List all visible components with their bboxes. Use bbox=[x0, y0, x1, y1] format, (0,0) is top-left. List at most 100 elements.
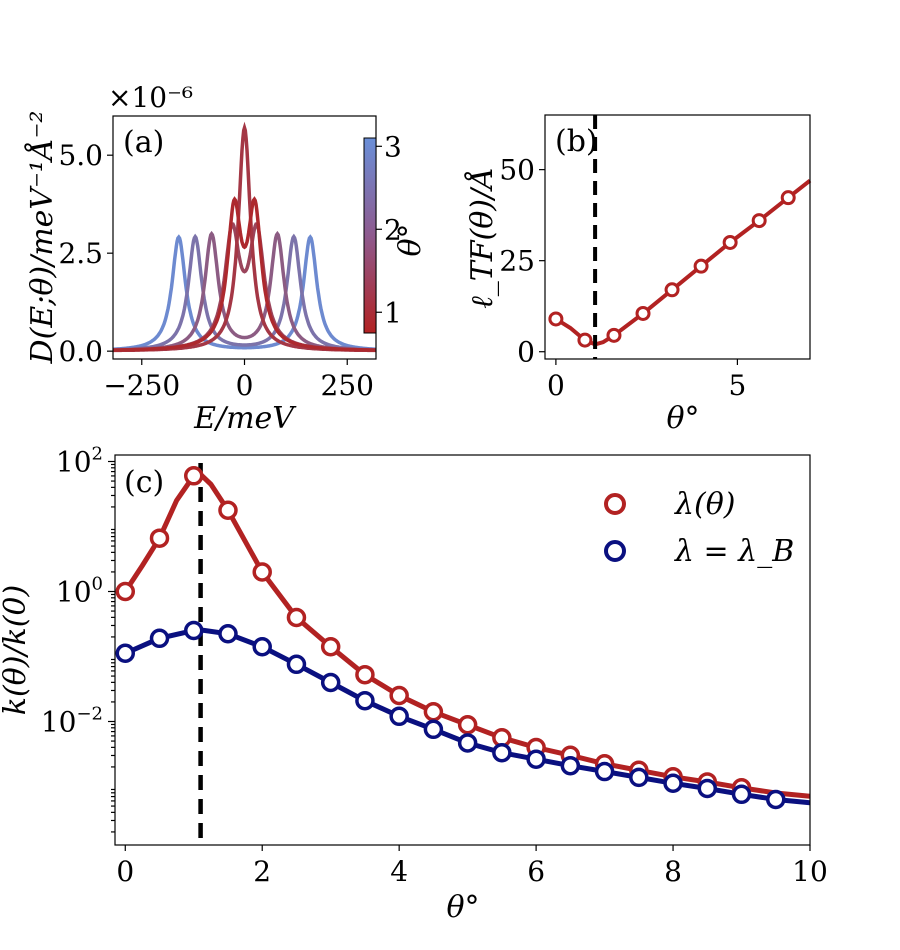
panel-b-plot bbox=[548, 115, 812, 359]
dos-curve-2 bbox=[113, 230, 376, 352]
rate-marker-0 bbox=[183, 466, 204, 486]
rate-marker-1 bbox=[252, 637, 272, 657]
panel-c-ticks: 0 2 4 6 8 10 102 100 10−2 bbox=[41, 444, 828, 889]
panel-c-plot bbox=[115, 463, 810, 845]
panel-c-ytick-label: 102 bbox=[56, 444, 103, 479]
rate-marker-1 bbox=[697, 778, 718, 799]
panel-b-ylabel: ℓ_TF(θ)/Å bbox=[464, 167, 500, 309]
rate-marker-0 bbox=[320, 637, 341, 657]
tf-length-marker bbox=[780, 190, 796, 206]
tf-length-marker bbox=[635, 305, 651, 321]
panel-b-xlabel: θ° bbox=[666, 401, 699, 436]
panel-c-xtick-label: 2 bbox=[253, 855, 271, 888]
panel-b-ytick-label: 50 bbox=[499, 154, 535, 187]
rate-marker-1 bbox=[492, 742, 512, 763]
tf-length-marker bbox=[577, 332, 593, 348]
legend-label-lambda-b: λ = λ_B bbox=[674, 534, 794, 569]
rate-line-1 bbox=[124, 627, 810, 806]
rate-marker-1 bbox=[286, 654, 307, 675]
rate-marker-1 bbox=[594, 761, 615, 782]
rate-marker-1 bbox=[389, 706, 409, 727]
rate-marker-1 bbox=[629, 767, 649, 788]
panel-c-ytick-label: 10−2 bbox=[41, 704, 103, 739]
panel-b-ytick-label: 0 bbox=[517, 336, 535, 369]
panel-c-xtick-label: 0 bbox=[116, 855, 134, 888]
legend-marker-lambda-theta bbox=[604, 493, 626, 515]
panel-a-ytick-label: 0.0 bbox=[58, 335, 103, 368]
panel-c-xtick-label: 8 bbox=[664, 855, 682, 888]
colorbar-tick-label: 3 bbox=[384, 130, 402, 163]
dos-curve-0 bbox=[113, 234, 376, 351]
dos-curve-1 bbox=[113, 233, 376, 352]
panel-c-xtick-label: 4 bbox=[390, 855, 408, 888]
tf-length-marker bbox=[548, 311, 564, 327]
panel-b-frame bbox=[544, 114, 811, 360]
colorbar-label: θ° bbox=[393, 223, 428, 256]
panel-c: 0 2 4 6 8 10 102 100 10−2 (c) θ° k(θ)/k(0) λ(θ) … bbox=[0, 444, 828, 926]
panel-b-xtick-label: 0 bbox=[547, 369, 565, 402]
dos-curve-5 bbox=[113, 196, 376, 352]
colorbar-tick-label: 1 bbox=[384, 296, 402, 329]
panel-c-ytick-label: 100 bbox=[56, 574, 103, 609]
dos-curve-4 bbox=[113, 121, 376, 353]
rate-marker-0 bbox=[457, 715, 478, 735]
panel-a-ytick-label: 2.5 bbox=[58, 237, 103, 270]
rate-marker-1 bbox=[355, 690, 375, 711]
rate-marker-0 bbox=[115, 581, 136, 602]
panel-c-label: (c) bbox=[124, 465, 164, 500]
panel-a-ylabel: D(E;θ)/meV⁻¹Å⁻² bbox=[24, 111, 60, 365]
rate-marker-0 bbox=[355, 664, 375, 685]
rate-marker-1 bbox=[526, 749, 546, 769]
dos-curve-3 bbox=[113, 222, 376, 352]
legend-label-lambda-theta: λ(θ) bbox=[674, 487, 735, 522]
tf-length-marker bbox=[664, 282, 680, 298]
rate-marker-1 bbox=[663, 773, 683, 793]
tf-length-marker bbox=[751, 213, 767, 229]
rate-marker-0 bbox=[423, 702, 444, 722]
panel-a-xtick-label: 0 bbox=[236, 369, 254, 402]
panel-b-label: (b) bbox=[555, 124, 598, 159]
tf-length-marker bbox=[693, 258, 709, 274]
rate-marker-1 bbox=[149, 628, 170, 649]
rate-marker-1 bbox=[731, 784, 752, 805]
rate-marker-1 bbox=[115, 643, 136, 663]
colorbar-ticks: 1 2 3 bbox=[376, 130, 402, 329]
rate-marker-1 bbox=[457, 733, 478, 753]
legend: λ(θ) λ = λ_B bbox=[604, 487, 794, 569]
panel-a-ytick-label: 5.0 bbox=[58, 139, 103, 172]
rate-marker-0 bbox=[149, 528, 170, 548]
panel-c-ylabel: k(θ)/k(0) bbox=[0, 585, 33, 715]
panel-a-offset-text: ×10⁻⁶ bbox=[108, 81, 193, 114]
panel-a-ticks: −250 0 250 0.0 2.5 5.0 bbox=[58, 139, 373, 402]
panel-a-xtick-label: 250 bbox=[321, 369, 374, 402]
tf-length-marker bbox=[606, 327, 622, 343]
rate-marker-1 bbox=[218, 624, 238, 644]
panel-b-ytick-label: 25 bbox=[499, 245, 535, 278]
legend-marker-lambda-b bbox=[604, 540, 626, 562]
rate-marker-0 bbox=[252, 562, 272, 582]
rate-marker-1 bbox=[766, 789, 786, 810]
rate-marker-0 bbox=[286, 607, 307, 628]
rate-marker-0 bbox=[389, 685, 409, 706]
panel-a-curves bbox=[113, 121, 376, 353]
panel-c-xlabel: θ° bbox=[446, 890, 479, 925]
panel-c-xtick-label: 10 bbox=[792, 855, 828, 888]
rate-marker-0 bbox=[218, 500, 238, 520]
rate-marker-1 bbox=[183, 620, 204, 641]
colorbar bbox=[363, 137, 377, 334]
panel-c-xtick-label: 6 bbox=[527, 855, 545, 888]
panel-c-frame bbox=[114, 454, 811, 846]
panel-a-xlabel: E/meV bbox=[193, 401, 297, 436]
rate-marker-1 bbox=[560, 755, 581, 776]
panel-a-xtick-label: −250 bbox=[103, 369, 180, 402]
colorbar-tick-label: 2 bbox=[384, 213, 402, 246]
panel-a-label: (a) bbox=[123, 125, 164, 160]
rate-marker-1 bbox=[320, 672, 341, 693]
panel-a: −250 0 250 0.0 2.5 5.0 (a) ×10⁻⁶ E/meV D(E;θ)… bbox=[24, 81, 428, 436]
tf-length-marker bbox=[722, 234, 738, 250]
panel-b-xtick-label: 5 bbox=[728, 369, 746, 402]
rate-marker-1 bbox=[423, 719, 444, 740]
